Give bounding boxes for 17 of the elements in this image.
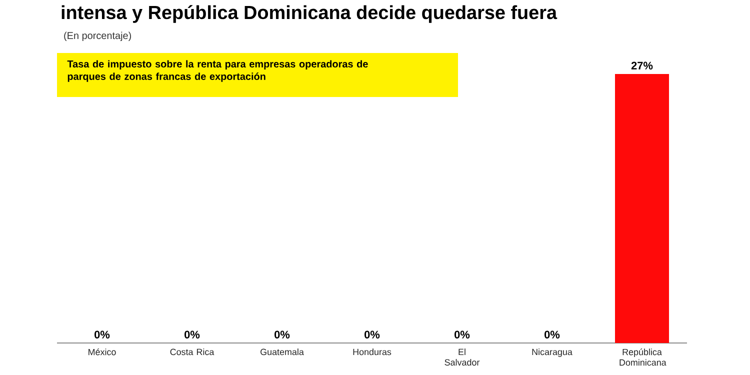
x-tick-label: Guatemala [260,348,304,356]
x-tick-label: Costa Rica [170,348,214,356]
data-label: 0% [364,330,380,338]
chart-title: intensa y República Dominicana decide quedarse fuera [62,5,558,23]
annotation: Tasa de impuesto sobre la renta para empresas operadoras de parques de zonas francas de exportación [67,60,368,82]
data-label: 0% [184,330,200,338]
x-tick-label: República Dominicana [620,348,666,366]
data-label: 0% [454,330,470,338]
data-label: 0% [274,330,290,338]
x-tick-label: Nicaragua [532,348,572,357]
x-tick-label: México [88,348,116,356]
x-tick-label: Honduras [353,348,392,356]
data-label: 0% [544,330,560,338]
data-label: 27% [631,62,653,70]
data-label: 0% [94,330,110,338]
x-tick-label: El Salvador [444,348,480,366]
chart-subtitle: (En porcentaje) [64,32,131,42]
